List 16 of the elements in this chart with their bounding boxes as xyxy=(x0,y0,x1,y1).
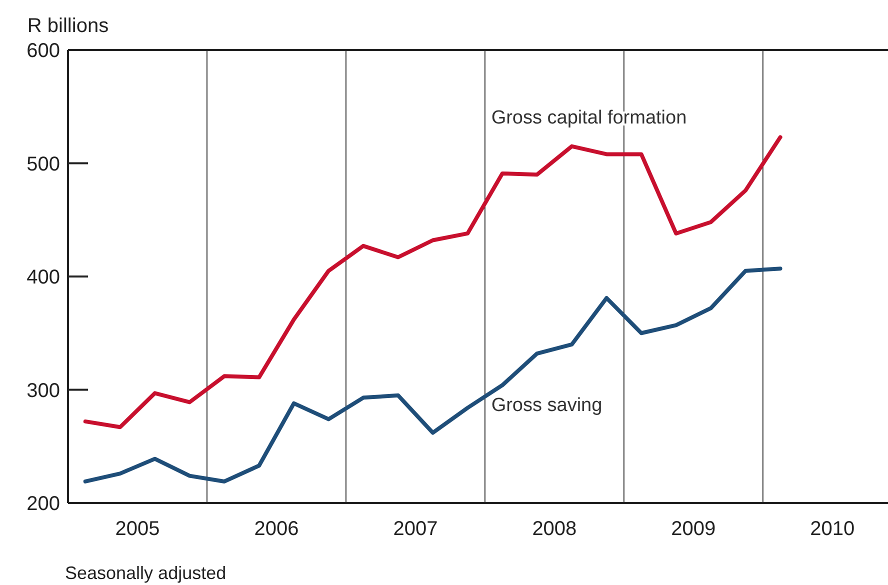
y-tick-label: 400 xyxy=(26,266,60,288)
x-tick-label: 2009 xyxy=(671,518,716,540)
line-series xyxy=(83,266,782,484)
y-tick-label: 300 xyxy=(26,380,60,402)
y-tick-label: 200 xyxy=(26,493,60,515)
x-tick-label: 2007 xyxy=(393,518,438,540)
y-tick-label: 500 xyxy=(26,153,60,176)
series-label: Gross saving xyxy=(491,395,602,416)
x-tick-label: 2008 xyxy=(532,518,577,540)
x-tick-label: 2006 xyxy=(254,518,299,540)
x-tick-label: 2010 xyxy=(810,518,855,540)
line-series xyxy=(83,135,782,430)
text: Seasonally adjusted xyxy=(65,563,226,583)
y-axis-title: R billions xyxy=(27,15,109,37)
x-tick-label: 2005 xyxy=(115,518,160,540)
y-tick-label: 600 xyxy=(26,40,60,62)
